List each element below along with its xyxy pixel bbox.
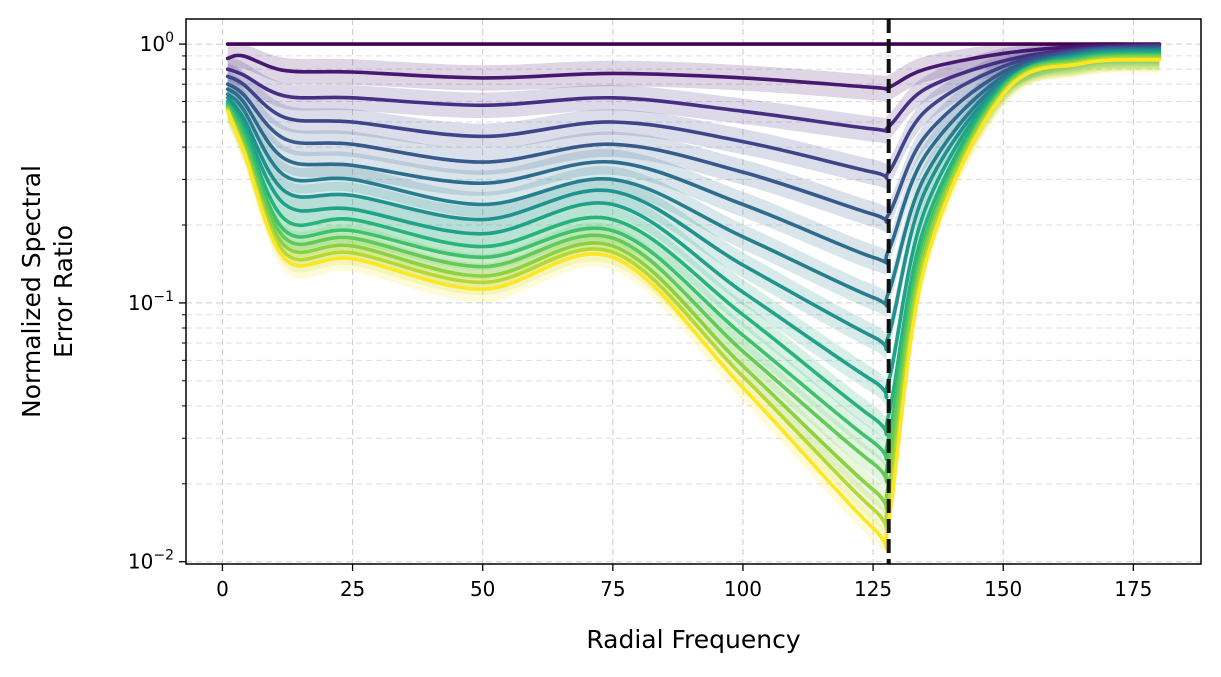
series-line xyxy=(225,49,1162,352)
x-tick-label: 75 xyxy=(600,577,625,601)
ticks: 0 25 50 75 100 125 150 175 100 10−1 10−2 xyxy=(128,30,1153,601)
series-band xyxy=(227,43,1160,102)
series-line xyxy=(225,46,1162,265)
series-line xyxy=(225,45,1162,224)
series-line xyxy=(225,57,1162,551)
x-tick-label: 50 xyxy=(470,577,495,601)
x-tick-label: 175 xyxy=(1114,577,1152,601)
series-line xyxy=(225,42,1162,91)
y-tick-label: 100 xyxy=(140,30,174,56)
x-tick-label: 25 xyxy=(340,577,365,601)
series-line xyxy=(225,43,1162,134)
x-tick-label: 100 xyxy=(724,577,762,601)
series-line xyxy=(225,44,1162,180)
plot-frame xyxy=(185,18,1202,565)
series-band xyxy=(227,42,1160,363)
series-band xyxy=(227,43,1160,473)
y-tick-label: 10−1 xyxy=(128,289,174,315)
series-line xyxy=(225,48,1162,308)
x-tick-label: 0 xyxy=(216,577,229,601)
y-tick-label: 10−2 xyxy=(128,548,174,574)
series-band xyxy=(227,43,1160,144)
y-axis-label: Normalized Spectral Error Ratio xyxy=(17,165,78,418)
x-axis-label: Radial Frequency xyxy=(586,625,801,654)
series-lines xyxy=(225,42,1162,551)
x-tick-label: 150 xyxy=(984,577,1022,601)
x-tick-label: 125 xyxy=(854,577,892,601)
series-line xyxy=(225,50,1162,400)
series-band xyxy=(227,42,1160,411)
